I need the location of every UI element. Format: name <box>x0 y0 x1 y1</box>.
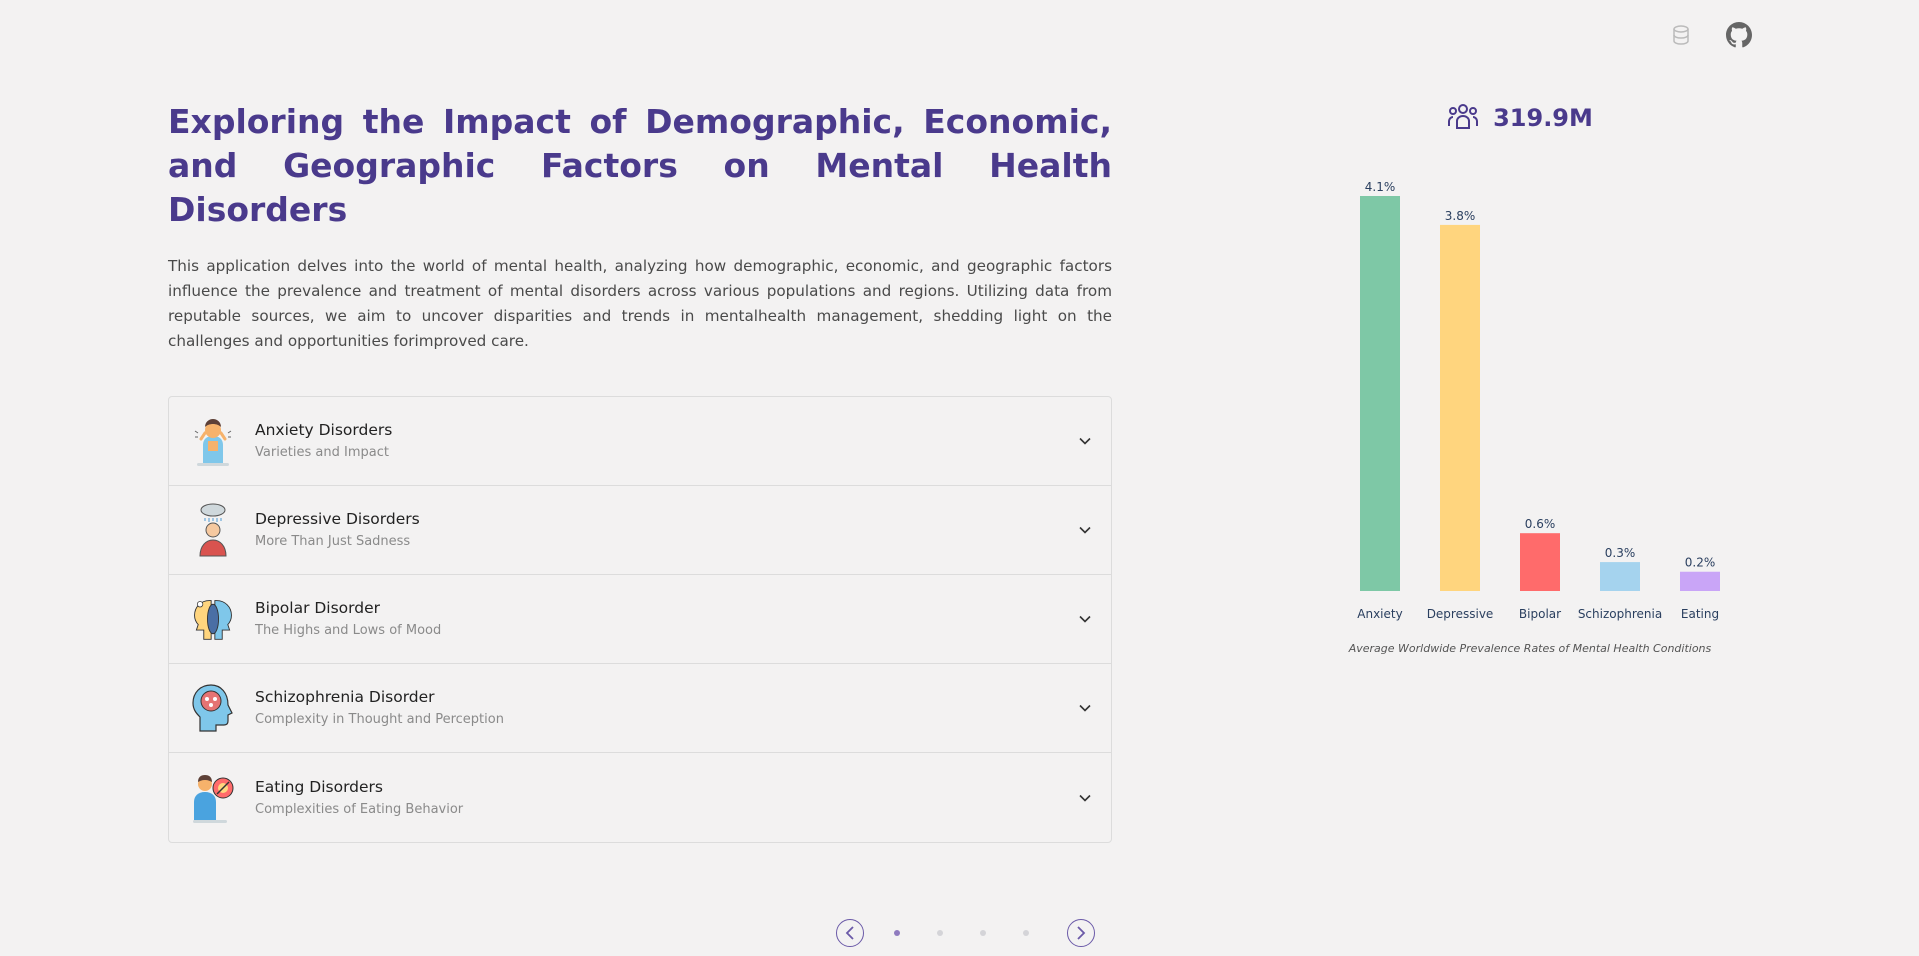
page-dots <box>894 930 1029 936</box>
x-tick-label: Bipolar <box>1519 607 1561 621</box>
accordion-item-subtitle: Complexities of Eating Behavior <box>255 801 464 817</box>
bar-value-label: 0.3% <box>1605 546 1636 560</box>
brain-head-icon <box>189 680 237 736</box>
people-group-icon <box>1447 102 1479 134</box>
anxiety-person-icon <box>189 413 237 469</box>
bar-value-label: 4.1% <box>1365 180 1396 194</box>
accordion-item-depressive[interactable]: Depressive Disorders More Than Just Sadn… <box>169 486 1111 575</box>
page-dot[interactable] <box>894 930 900 936</box>
page-dot[interactable] <box>980 930 986 936</box>
x-tick-label: Eating <box>1681 607 1719 621</box>
chevron-down-icon[interactable] <box>1075 788 1095 808</box>
bar-bipolar[interactable] <box>1520 533 1560 591</box>
eating-person-icon <box>189 770 237 826</box>
accordion-item-title: Bipolar Disorder <box>255 599 381 617</box>
accordion-item-anxiety[interactable]: Anxiety Disorders Varieties and Impact <box>169 397 1111 486</box>
chevron-down-icon[interactable] <box>1075 431 1095 451</box>
database-icon[interactable] <box>1666 20 1696 50</box>
next-page-button[interactable] <box>1067 919 1095 947</box>
bar-schizophrenia[interactable] <box>1600 562 1640 591</box>
total-affected-stat: 319.9M <box>1320 96 1720 140</box>
chevron-down-icon[interactable] <box>1075 698 1095 718</box>
rain-cloud-person-icon <box>189 502 237 558</box>
page-pagination <box>836 919 1095 947</box>
github-icon[interactable] <box>1724 20 1754 50</box>
page-dot[interactable] <box>937 930 943 936</box>
x-tick-label: Anxiety <box>1357 607 1402 621</box>
accordion-item-bipolar[interactable]: Bipolar Disorder The Highs and Lows of M… <box>169 575 1111 664</box>
page-dot[interactable] <box>1023 930 1029 936</box>
total-affected-value: 319.9M <box>1493 104 1593 132</box>
top-toolbar <box>1666 20 1754 50</box>
intro-section: Exploring the Impact of Demographic, Eco… <box>168 100 1112 843</box>
bar-value-label: 3.8% <box>1445 209 1476 223</box>
bar-anxiety[interactable] <box>1360 196 1400 591</box>
chevron-down-icon[interactable] <box>1075 520 1095 540</box>
page-description: This application delves into the world o… <box>168 257 1112 350</box>
accordion-item-title: Depressive Disorders <box>255 510 420 528</box>
x-tick-label: Depressive <box>1427 607 1494 621</box>
prevalence-panel: 319.9M 4.1% Anxiety 3.8% Depressive 0.6% Bipo… <box>1320 96 1720 655</box>
bar-depressive[interactable] <box>1440 224 1480 591</box>
accordion-item-subtitle: More Than Just Sadness <box>255 534 411 549</box>
x-tick-label: Schizophrenia <box>1578 607 1662 621</box>
chevron-down-icon[interactable] <box>1075 609 1095 629</box>
accordion-item-eating[interactable]: Eating Disorders Complexities of Eating … <box>169 753 1111 842</box>
prevalence-bar-chart: 4.1% Anxiety 3.8% Depressive 0.6% Bipolar 0.3%… <box>1357 180 1720 621</box>
accordion-item-title: Schizophrenia Disorder <box>255 688 435 706</box>
disorders-accordion: Anxiety Disorders Varieties and Impact D… <box>168 396 1112 843</box>
accordion-item-subtitle: The Highs and Lows of Mood <box>255 623 442 638</box>
previous-page-button[interactable] <box>836 919 864 947</box>
accordion-item-title: Anxiety Disorders <box>255 421 393 439</box>
accordion-item-title: Eating Disorders <box>255 777 383 796</box>
bar-value-label: 0.6% <box>1525 517 1556 531</box>
page-title: Exploring the Impact of Demographic, Eco… <box>168 102 1112 229</box>
chart-title: Average Worldwide Prevalence Rates of Me… <box>1348 642 1712 655</box>
accordion-item-subtitle: Complexity in Thought and Perception <box>255 712 504 727</box>
accordion-item-schizophrenia[interactable]: Schizophrenia Disorder Complexity in Tho… <box>169 664 1111 753</box>
bar-eating[interactable] <box>1680 571 1720 591</box>
bar-value-label: 0.2% <box>1685 556 1716 570</box>
accordion-item-subtitle: Varieties and Impact <box>255 445 389 460</box>
two-faces-icon <box>189 591 237 647</box>
